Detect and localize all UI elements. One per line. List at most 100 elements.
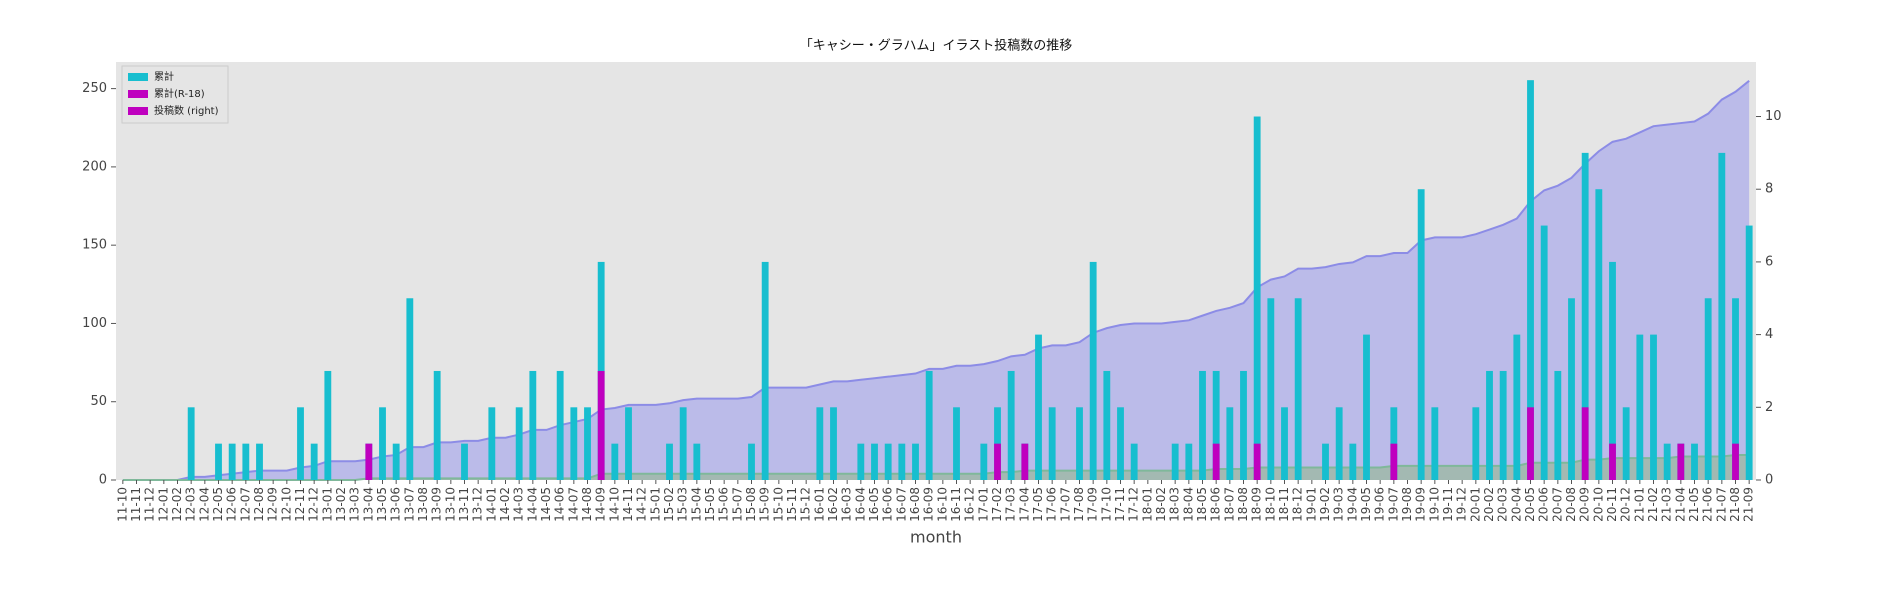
bar — [584, 407, 591, 480]
x-tick-label: 14-07 — [566, 487, 580, 522]
x-tick-label: 16-12 — [963, 487, 977, 522]
bar — [215, 443, 222, 480]
x-tick-label: 12-01 — [156, 487, 170, 522]
x-tick-label: 21-05 — [1687, 487, 1701, 522]
bar — [830, 407, 837, 480]
y2-tick-label: 8 — [1765, 182, 1773, 197]
legend-swatch — [128, 73, 148, 81]
x-tick-label: 13-11 — [457, 487, 471, 522]
bar — [1294, 298, 1302, 480]
bar — [1650, 334, 1657, 480]
x-tick-label: 12-02 — [170, 487, 184, 522]
bar — [597, 370, 605, 480]
x-tick-label: 13-02 — [334, 487, 348, 522]
x-tick-label: 19-06 — [1373, 487, 1387, 522]
y2-tick-label: 4 — [1765, 327, 1773, 342]
bar — [1267, 298, 1275, 480]
x-tick-label: 12-05 — [211, 487, 225, 522]
area — [122, 80, 1750, 481]
legend-label: 累計 — [154, 70, 174, 83]
y-tick-label: 50 — [90, 394, 107, 409]
x-tick-label: 20-12 — [1619, 487, 1633, 522]
x-tick-label: 16-11 — [949, 487, 963, 522]
x-tick-label: 16-02 — [826, 487, 840, 522]
x-tick-label: 13-08 — [416, 487, 430, 522]
x-tick-label: 12-04 — [197, 487, 211, 522]
bar — [488, 407, 496, 480]
bar — [748, 443, 755, 480]
x-tick-label: 15-10 — [771, 487, 785, 522]
x-tick-label: 15-04 — [689, 487, 703, 522]
x-tick-label: 16-10 — [935, 487, 949, 522]
bar — [925, 370, 933, 480]
x-tick-label: 18-09 — [1250, 487, 1264, 522]
x-tick-label: 17-11 — [1113, 487, 1127, 522]
bar — [1595, 189, 1603, 480]
x-tick-label: 18-11 — [1277, 487, 1291, 522]
bar — [1240, 370, 1247, 480]
x-tick-label: 13-05 — [375, 487, 389, 522]
bar — [1568, 298, 1575, 480]
x-tick-label: 19-08 — [1400, 487, 1414, 522]
bar — [1048, 407, 1056, 480]
bar — [256, 443, 263, 480]
bar — [1335, 407, 1343, 480]
x-tick-label: 14-01 — [484, 487, 498, 522]
bar — [980, 443, 988, 480]
x-tick-label: 16-08 — [908, 487, 922, 522]
bar — [324, 370, 332, 480]
bar — [242, 443, 250, 480]
bar — [693, 443, 701, 480]
y-tick-label: 250 — [82, 81, 107, 96]
x-tick-label: 16-03 — [840, 487, 854, 522]
x-tick-label: 15-03 — [676, 487, 690, 522]
x-tick-label: 21-04 — [1673, 487, 1687, 522]
x-tick-label: 20-02 — [1482, 487, 1496, 522]
x-tick-label: 18-04 — [1181, 487, 1195, 522]
y2-tick-label: 2 — [1765, 400, 1773, 415]
x-tick-label: 15-01 — [648, 487, 662, 522]
bar — [556, 370, 564, 480]
bar — [1540, 225, 1548, 480]
bar — [1076, 407, 1083, 480]
x-tick-label: 17-07 — [1058, 487, 1072, 522]
bar — [1472, 407, 1480, 480]
x-tick-label: 14-11 — [621, 487, 635, 522]
x-tick-label: 19-05 — [1359, 487, 1373, 522]
x-axis-label: month — [910, 528, 962, 547]
x-tick-label: 13-01 — [320, 487, 334, 522]
bar — [1349, 443, 1357, 480]
x-tick-label: 12-07 — [238, 487, 252, 522]
x-tick-label: 17-03 — [1004, 487, 1018, 522]
x-tick-label: 21-06 — [1701, 487, 1715, 522]
y-tick-label: 150 — [82, 238, 107, 253]
bar — [1199, 370, 1206, 480]
bar — [1704, 298, 1712, 480]
x-tick-label: 18-03 — [1168, 487, 1182, 522]
x-tick-label: 15-09 — [758, 487, 772, 522]
bar — [1527, 80, 1534, 480]
x-tick-label: 12-10 — [279, 487, 293, 522]
x-tick-label: 17-01 — [976, 487, 990, 522]
x-tick-label: 20-10 — [1591, 487, 1605, 522]
x-tick-label: 18-08 — [1236, 487, 1250, 522]
x-tick-label: 21-09 — [1742, 487, 1756, 522]
bar — [1622, 407, 1630, 480]
x-tick-label: 18-01 — [1140, 487, 1154, 522]
x-tick-label: 17-08 — [1072, 487, 1086, 522]
x-tick-label: 11-10 — [115, 487, 129, 522]
bar — [1007, 370, 1015, 480]
x-tick-label: 18-07 — [1222, 487, 1236, 522]
x-tick-label: 12-06 — [225, 487, 239, 522]
bar — [365, 443, 373, 480]
x-tick-label: 18-06 — [1209, 487, 1223, 522]
x-tick-label: 20-05 — [1523, 487, 1537, 522]
bar — [1212, 370, 1220, 480]
x-tick-label: 17-12 — [1127, 487, 1141, 522]
bar — [406, 298, 414, 480]
x-tick-label: 15-06 — [717, 487, 731, 522]
y2-tick-label: 10 — [1765, 109, 1782, 124]
y2-tick-label: 0 — [1765, 473, 1773, 488]
x-tick-label: 20-03 — [1496, 487, 1510, 522]
